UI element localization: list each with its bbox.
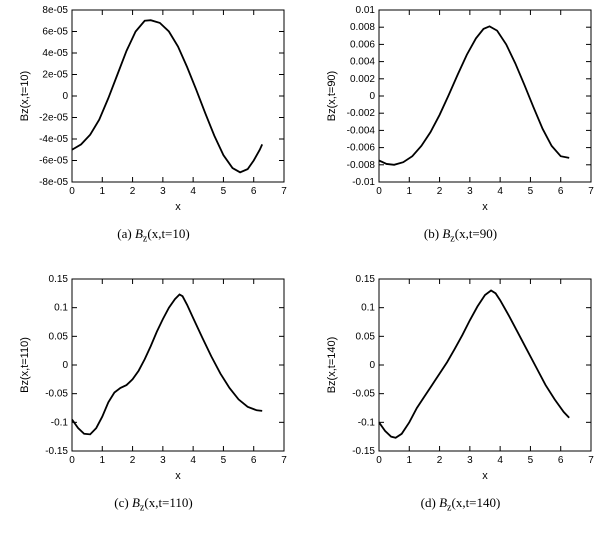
svg-text:6: 6 (250, 455, 256, 466)
svg-text:-0.1: -0.1 (50, 417, 68, 428)
svg-text:-0.05: -0.05 (45, 389, 68, 400)
svg-text:6: 6 (557, 186, 563, 197)
svg-text:Bz(x,t=110): Bz(x,t=110) (19, 337, 31, 393)
svg-text:0: 0 (369, 360, 375, 371)
caption-a-var: B (135, 226, 143, 241)
svg-text:0.15: 0.15 (355, 274, 375, 285)
svg-text:Bz(x,t=90): Bz(x,t=90) (326, 71, 338, 121)
svg-text:8e-05: 8e-05 (42, 5, 68, 16)
svg-text:0.004: 0.004 (349, 57, 374, 68)
svg-text:x: x (482, 470, 488, 482)
svg-text:1: 1 (406, 186, 412, 197)
svg-text:4e-05: 4e-05 (42, 48, 68, 59)
caption-c-prefix: (c) (114, 495, 132, 510)
caption-b-prefix: (b) (424, 226, 442, 241)
svg-text:0.05: 0.05 (355, 331, 375, 342)
svg-text:0.006: 0.006 (349, 39, 374, 50)
svg-text:-0.01: -0.01 (352, 177, 375, 188)
svg-text:6: 6 (557, 455, 563, 466)
svg-text:4: 4 (190, 455, 196, 466)
svg-text:0.002: 0.002 (349, 74, 374, 85)
svg-text:1: 1 (99, 455, 105, 466)
svg-text:-8e-05: -8e-05 (39, 177, 68, 188)
caption-c: (c) Bz(x,t=110) (114, 495, 192, 514)
svg-text:0: 0 (62, 360, 68, 371)
svg-text:2: 2 (436, 455, 442, 466)
svg-text:-0.008: -0.008 (346, 160, 375, 171)
svg-text:-0.15: -0.15 (352, 446, 375, 457)
svg-text:0: 0 (376, 186, 382, 197)
svg-text:-0.1: -0.1 (357, 417, 375, 428)
svg-text:7: 7 (588, 455, 594, 466)
panel-grid: 0 1 2 3 4 5 6 7 -8e-05 -6e-05 -4e-05 -2e-05 0 2e-05 4e… (0, 0, 614, 538)
svg-text:5: 5 (220, 186, 226, 197)
svg-text:4: 4 (497, 455, 503, 466)
svg-text:5: 5 (220, 455, 226, 466)
plot-d: 0 1 2 3 4 5 6 7 -0.15 -0.1 -0.05 0 0.05 0.1 0.15 x Bz(x,… (321, 269, 601, 489)
svg-text:x: x (175, 470, 181, 482)
svg-text:4: 4 (190, 186, 196, 197)
svg-text:Bz(x,t=10): Bz(x,t=10) (19, 71, 31, 121)
plot-a: 0 1 2 3 4 5 6 7 -8e-05 -6e-05 -4e-05 -2e-05 0 2e-05 4e… (14, 0, 294, 220)
caption-c-var: B (132, 495, 140, 510)
svg-text:-2e-05: -2e-05 (39, 113, 68, 124)
svg-text:0: 0 (369, 91, 375, 102)
svg-text:-0.002: -0.002 (346, 108, 375, 119)
plot-c: 0 1 2 3 4 5 6 7 -0.15 -0.1 -0.05 0 0.05 0.1 0.15 x Bz(x,… (14, 269, 294, 489)
svg-text:0.05: 0.05 (48, 331, 68, 342)
svg-text:3: 3 (160, 186, 166, 197)
svg-text:2e-05: 2e-05 (42, 70, 68, 81)
svg-text:-0.004: -0.004 (346, 125, 375, 136)
svg-text:5: 5 (527, 455, 533, 466)
caption-a-args: (x,t=10) (147, 226, 189, 241)
svg-text:-6e-05: -6e-05 (39, 156, 68, 167)
svg-text:-0.05: -0.05 (352, 389, 375, 400)
svg-text:4: 4 (497, 186, 503, 197)
panel-a: 0 1 2 3 4 5 6 7 -8e-05 -6e-05 -4e-05 -2e-05 0 2e-05 4e… (0, 0, 307, 269)
svg-text:1: 1 (99, 186, 105, 197)
caption-a: (a) Bz(x,t=10) (117, 226, 189, 245)
svg-text:-4e-05: -4e-05 (39, 134, 68, 145)
svg-text:7: 7 (281, 186, 287, 197)
caption-d: (d) Bz(x,t=140) (421, 495, 501, 514)
svg-text:-0.15: -0.15 (45, 446, 68, 457)
caption-c-args: (x,t=110) (144, 495, 192, 510)
plot-b: 0 1 2 3 4 5 6 7 -0.01 -0.008 -0.006 -0.004 -0.002 0 0.… (321, 0, 601, 220)
svg-text:0.01: 0.01 (355, 5, 375, 16)
svg-text:7: 7 (281, 455, 287, 466)
svg-text:5: 5 (527, 186, 533, 197)
svg-text:3: 3 (467, 455, 473, 466)
svg-text:1: 1 (406, 455, 412, 466)
caption-d-prefix: (d) (421, 495, 439, 510)
svg-text:0.008: 0.008 (349, 22, 374, 33)
caption-b: (b) Bz(x,t=90) (424, 226, 497, 245)
svg-text:0.15: 0.15 (48, 274, 68, 285)
svg-text:0.1: 0.1 (361, 303, 375, 314)
caption-d-args: (x,t=140) (451, 495, 500, 510)
caption-b-args: (x,t=90) (455, 226, 497, 241)
svg-text:2: 2 (436, 186, 442, 197)
svg-text:x: x (175, 201, 181, 213)
svg-text:3: 3 (467, 186, 473, 197)
svg-text:6: 6 (250, 186, 256, 197)
svg-text:0: 0 (69, 186, 75, 197)
panel-c: 0 1 2 3 4 5 6 7 -0.15 -0.1 -0.05 0 0.05 0.1 0.15 x Bz(x,… (0, 269, 307, 538)
svg-text:Bz(x,t=140): Bz(x,t=140) (326, 337, 338, 394)
svg-text:0: 0 (69, 455, 75, 466)
svg-text:0: 0 (62, 91, 68, 102)
caption-a-prefix: (a) (117, 226, 135, 241)
svg-text:-0.006: -0.006 (346, 143, 375, 154)
svg-text:0.1: 0.1 (54, 303, 68, 314)
svg-text:2: 2 (129, 186, 135, 197)
svg-text:2: 2 (129, 455, 135, 466)
svg-text:6e-05: 6e-05 (42, 27, 68, 38)
svg-text:0: 0 (376, 455, 382, 466)
caption-d-var: B (439, 495, 447, 510)
panel-b: 0 1 2 3 4 5 6 7 -0.01 -0.008 -0.006 -0.004 -0.002 0 0.… (307, 0, 614, 269)
panel-d: 0 1 2 3 4 5 6 7 -0.15 -0.1 -0.05 0 0.05 0.1 0.15 x Bz(x,… (307, 269, 614, 538)
svg-text:x: x (482, 201, 488, 213)
svg-text:7: 7 (588, 186, 594, 197)
svg-text:3: 3 (160, 455, 166, 466)
